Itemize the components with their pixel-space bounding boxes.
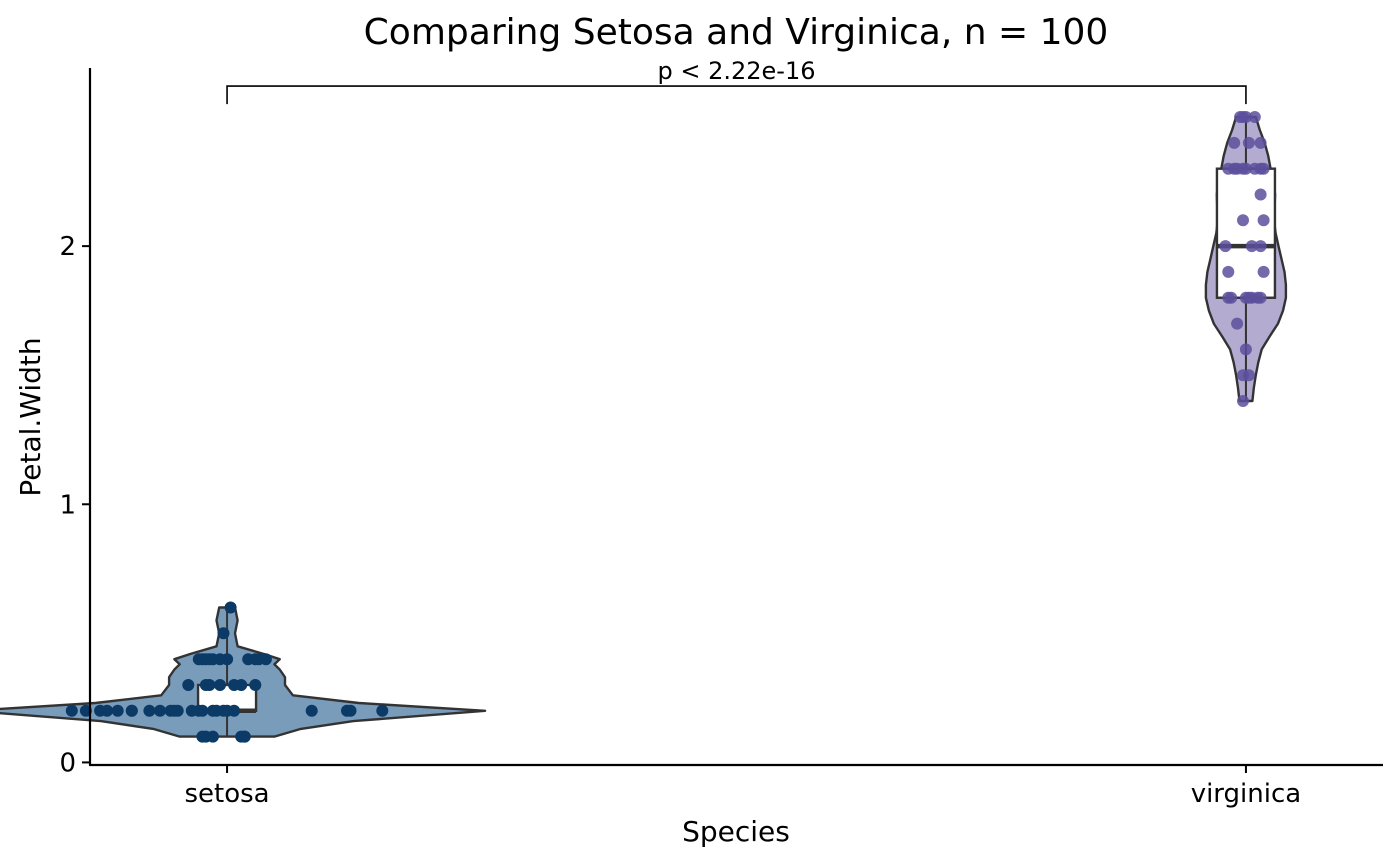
- data-point: [259, 653, 272, 666]
- data-point: [1245, 240, 1258, 253]
- data-point: [101, 704, 114, 717]
- data-point: [125, 704, 138, 717]
- data-point: [1257, 265, 1270, 278]
- data-point: [214, 679, 226, 691]
- data-point: [305, 704, 318, 717]
- data-point: [217, 627, 230, 640]
- data-point: [249, 679, 262, 691]
- data-point: [1248, 111, 1261, 123]
- data-point: [1228, 136, 1241, 149]
- data-point: [1239, 111, 1252, 123]
- chart-title: Comparing Setosa and Virginica, n = 100: [364, 12, 1109, 53]
- data-point: [1242, 369, 1255, 382]
- data-point: [1225, 291, 1238, 304]
- data-point: [1257, 162, 1270, 175]
- x-axis-label: Species: [682, 815, 790, 848]
- plot-area: [0, 111, 1288, 743]
- data-point: [344, 704, 357, 717]
- data-point: [1254, 240, 1267, 253]
- y-axis-ticks: 0 1 2: [59, 232, 90, 778]
- data-point: [196, 704, 209, 717]
- data-point: [1242, 136, 1255, 149]
- y-tick-label: 1: [59, 490, 76, 520]
- p-value-label: p < 2.22e-16: [657, 57, 815, 85]
- significance-bracket: [226, 85, 1247, 105]
- data-point: [1237, 214, 1249, 227]
- box-virginica: [1215, 167, 1277, 299]
- data-point: [221, 653, 234, 666]
- y-axis-label: Petal.Width: [14, 337, 47, 496]
- x-tick-label-setosa: setosa: [184, 779, 269, 809]
- violin-setosa: [0, 606, 487, 738]
- data-point: [203, 679, 216, 691]
- x-axis-ticks: setosa virginica: [184, 765, 1301, 809]
- data-point: [182, 679, 195, 691]
- data-point: [221, 704, 234, 717]
- y-tick-label: 0: [59, 748, 76, 778]
- data-point: [1257, 214, 1270, 227]
- y-tick-label: 2: [59, 232, 76, 262]
- violin-group-virginica: [1204, 111, 1288, 407]
- data-point: [1254, 291, 1267, 304]
- data-point: [238, 730, 251, 743]
- data-point: [1219, 240, 1232, 253]
- data-point: [224, 601, 237, 614]
- data-point: [1254, 136, 1267, 149]
- data-point: [1239, 343, 1252, 356]
- violin-group-setosa: [0, 601, 487, 743]
- data-point: [111, 704, 124, 717]
- data-point: [1222, 265, 1235, 278]
- significance-annotation: p < 2.22e-16: [226, 57, 1247, 105]
- data-point: [171, 704, 184, 717]
- data-point: [1239, 162, 1252, 175]
- data-point: [235, 679, 248, 691]
- data-point: [65, 704, 78, 717]
- data-point: [1231, 317, 1244, 330]
- data-point: [185, 704, 198, 717]
- data-point: [143, 704, 156, 717]
- data-point: [376, 704, 389, 717]
- data-point: [1254, 188, 1267, 201]
- data-point: [154, 704, 166, 717]
- data-point: [1237, 395, 1249, 407]
- x-tick-label-virginica: virginica: [1191, 779, 1302, 809]
- data-point: [206, 730, 219, 743]
